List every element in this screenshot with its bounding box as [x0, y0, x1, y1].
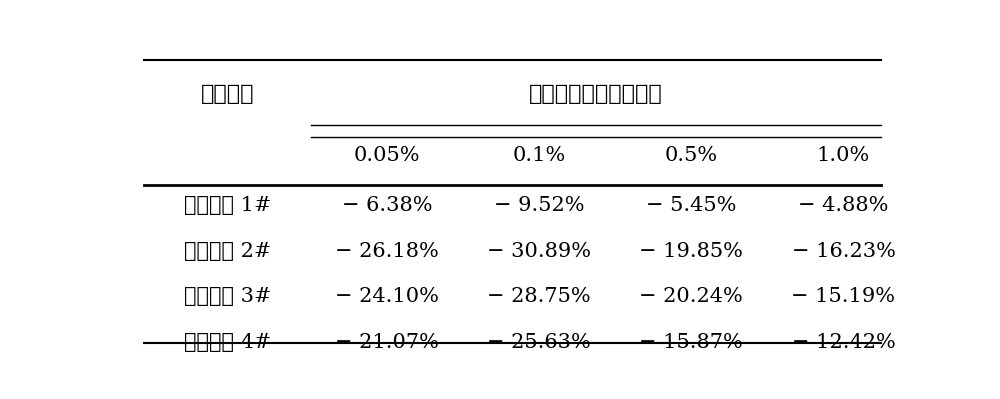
- Text: − 5.45%: − 5.45%: [646, 196, 737, 215]
- Text: − 21.07%: − 21.07%: [335, 333, 439, 352]
- Text: − 24.10%: − 24.10%: [335, 287, 439, 306]
- Text: 0.1%: 0.1%: [513, 146, 566, 165]
- Text: − 15.87%: − 15.87%: [639, 333, 743, 352]
- Text: 1.0%: 1.0%: [817, 146, 870, 165]
- Text: 紫菜多糖 4#: 紫菜多糖 4#: [184, 333, 271, 352]
- Text: − 4.88%: − 4.88%: [798, 196, 889, 215]
- Text: − 26.18%: − 26.18%: [335, 242, 439, 261]
- Text: − 16.23%: − 16.23%: [792, 242, 895, 261]
- Text: − 30.89%: − 30.89%: [487, 242, 591, 261]
- Text: 紫菜多糖 1#: 紫菜多糖 1#: [184, 196, 271, 215]
- Text: 0.5%: 0.5%: [665, 146, 718, 165]
- Text: 紫菜多糖 2#: 紫菜多糖 2#: [184, 242, 271, 261]
- Text: 产品编号: 产品编号: [201, 83, 254, 105]
- Text: − 6.38%: − 6.38%: [342, 196, 432, 215]
- Text: − 19.85%: − 19.85%: [639, 242, 743, 261]
- Text: 0.05%: 0.05%: [354, 146, 420, 165]
- Text: − 28.75%: − 28.75%: [487, 287, 591, 306]
- Text: 添加量（占烟丝质量）: 添加量（占烟丝质量）: [529, 83, 663, 105]
- Text: − 9.52%: − 9.52%: [494, 196, 584, 215]
- Text: − 25.63%: − 25.63%: [487, 333, 591, 352]
- Text: 紫菜多糖 3#: 紫菜多糖 3#: [184, 287, 271, 306]
- Text: − 12.42%: − 12.42%: [792, 333, 895, 352]
- Text: − 15.19%: − 15.19%: [791, 287, 895, 306]
- Text: − 20.24%: − 20.24%: [639, 287, 743, 306]
